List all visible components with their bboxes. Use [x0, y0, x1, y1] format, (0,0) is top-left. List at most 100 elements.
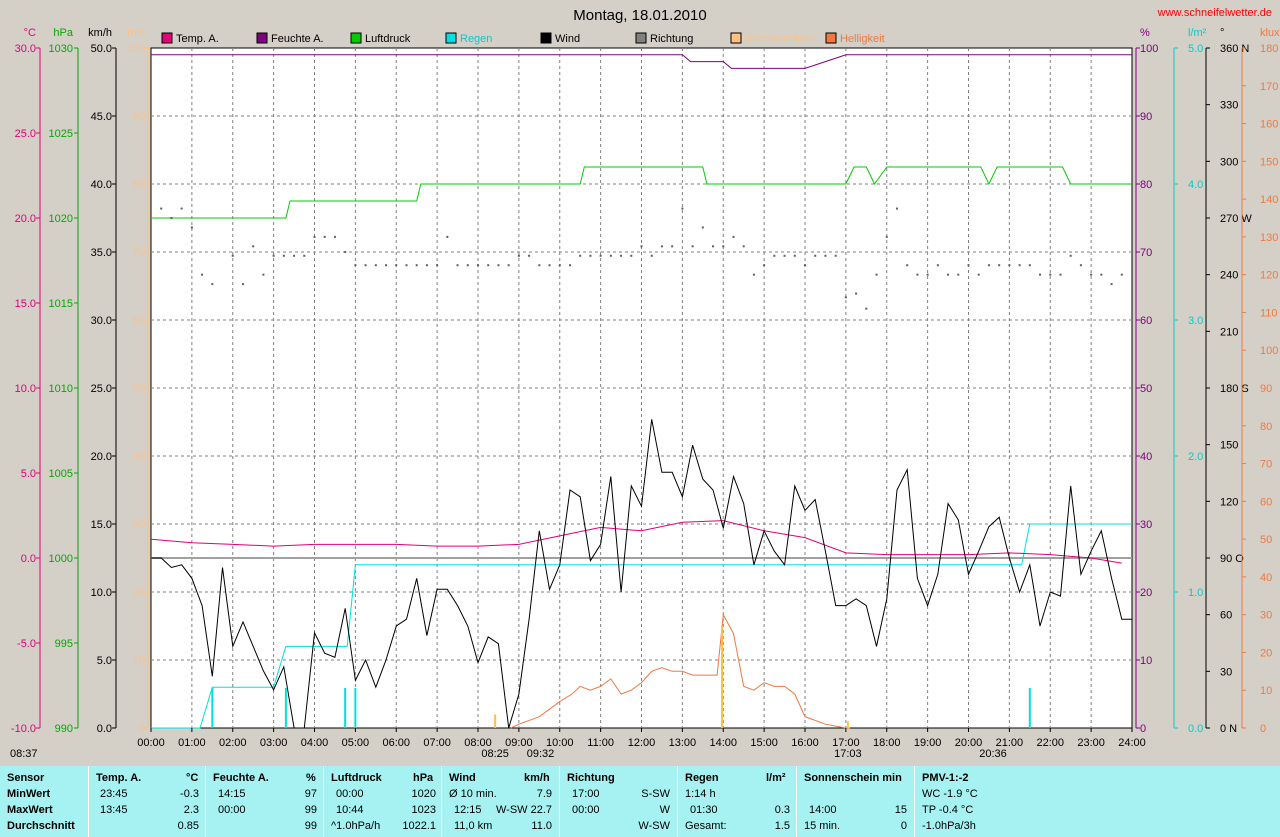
direction-dot [354, 264, 357, 267]
pmv-trend: -1.0hPa/3h [922, 820, 976, 832]
hdr-sun: Sonnenschein min [804, 772, 902, 784]
x-tick-label: 08:00 [464, 737, 492, 749]
axis-tick-label: 360 N [1220, 43, 1249, 55]
col-sep [559, 766, 560, 837]
avg-hum-val: 99 [304, 820, 317, 832]
direction-dot [323, 235, 326, 238]
axis-tick-label: 1005 [49, 468, 73, 480]
axis-tick-label: 50 [1260, 534, 1272, 546]
min-wind-time: Ø 10 min. [449, 788, 497, 800]
axis-tick-label: 130 [1260, 232, 1278, 244]
axis-tick-label: 30.0 [15, 43, 36, 55]
direction-dot [671, 245, 674, 248]
direction-dot [415, 264, 418, 267]
direction-dot [763, 264, 766, 267]
series-helligkeit [510, 613, 850, 729]
direction-dot [630, 254, 633, 257]
direction-dot [170, 217, 173, 219]
direction-dot [793, 254, 796, 257]
axis-tick-label: 80 [133, 179, 145, 191]
axis-tick-label: 30.0 [91, 315, 112, 327]
legend-label: Helligkeit [840, 33, 885, 45]
col-sep [205, 766, 206, 837]
axis-tick-label: 15.0 [91, 519, 112, 531]
axis-tick-label: 180 S [1220, 383, 1249, 395]
axis-tick-label: 30 [1260, 610, 1272, 622]
axes: °C 30.0 25.0 20.0 15.0 10.0 5.0 0.0 -5.0 -10.0 hPa… [11, 27, 1280, 735]
direction-dot [385, 264, 388, 267]
col-sep [914, 766, 915, 837]
axis-tick-label: 210 [1220, 326, 1238, 338]
watermark-url: www.schneifelwetter.de [1157, 7, 1272, 19]
axis-tick-label: 40 [1140, 451, 1152, 463]
direction-dot [1059, 273, 1062, 276]
axis-tick-label: 90 [1260, 383, 1272, 395]
x-tick-label: 21:00 [996, 737, 1024, 749]
direction-dot [783, 254, 786, 257]
direction-dot [712, 245, 715, 248]
axis-tick-label: 1000 [49, 553, 73, 565]
direction-dot [681, 207, 684, 210]
max-sun-time: 14:00 [809, 804, 837, 816]
direction-dot [998, 264, 1001, 267]
direction-dot [834, 254, 837, 257]
axis-tick-label: 60 [133, 315, 145, 327]
axis-tick-label: 20 [1260, 647, 1272, 659]
direction-dot [589, 254, 592, 257]
direction-dot [609, 254, 612, 257]
x-tick-label: 12:00 [628, 737, 656, 749]
direction-dot [507, 264, 510, 267]
axis-tick-label: 1.0 [1188, 587, 1203, 599]
legend-swatch [445, 32, 457, 44]
axis-tick-label: 110 [1260, 307, 1278, 319]
direction-dot [425, 264, 428, 267]
direction-dot [558, 264, 561, 267]
direction-dot [405, 264, 408, 267]
max-hum-time: 00:00 [218, 804, 246, 816]
min-wind-val: 7.9 [536, 788, 552, 800]
axis-unit-label: klux [1260, 27, 1280, 39]
max-hum-val: 99 [304, 804, 317, 816]
max-temp-time: 13:45 [100, 804, 128, 816]
direction-dot [190, 226, 193, 229]
axis-tick-label: 150 [1220, 440, 1238, 452]
axis-tick-label: 1010 [49, 383, 73, 395]
x-tick-label: 13:00 [669, 737, 697, 749]
min-temp-time: 23:45 [100, 788, 128, 800]
direction-dot [936, 264, 939, 267]
axis-unit-label: min [127, 27, 145, 39]
axis-tick-label: 80 [1260, 421, 1272, 433]
hdr-sensor: Sensor [7, 772, 45, 784]
max-press-val: 1023 [411, 804, 436, 816]
direction-dot [538, 264, 541, 267]
direction-dot [599, 254, 602, 257]
sun-time-label: 08:25 [481, 748, 509, 760]
sun-time-label: 20:36 [979, 748, 1007, 760]
hdr-wind: Wind [449, 772, 476, 784]
direction-dot [660, 245, 663, 248]
direction-dot [231, 254, 234, 257]
axis-tick-label: 90 O [1220, 553, 1244, 565]
axis-tick-label: 120 [1260, 270, 1278, 282]
direction-dot [916, 273, 919, 276]
direction-dot [528, 254, 531, 257]
x-tick-label: 22:00 [1036, 737, 1064, 749]
legend-label: Feuchte A. [271, 33, 324, 45]
min-hum-time: 14:15 [218, 788, 246, 800]
axis-tick-label: 25.0 [15, 128, 36, 140]
direction-dot [487, 264, 490, 267]
max-temp-val: 2.3 [183, 804, 199, 816]
sun-time-label: 08:37 [10, 748, 38, 760]
direction-dot [211, 283, 214, 286]
direction-dot [620, 254, 623, 257]
axis-tick-label: 180 [1260, 43, 1278, 55]
axis-tick-label: 1015 [49, 298, 73, 310]
axis-tick-label: 160 [1260, 119, 1278, 131]
col-sep [441, 766, 442, 837]
max-dir-time: 00:00 [572, 804, 600, 816]
axis-tick-label: 15.0 [15, 298, 36, 310]
avg-rain-val: 1.5 [774, 820, 790, 832]
hdr-press: Luftdruck [331, 772, 382, 784]
direction-dot [548, 264, 551, 267]
axis-unit-label: °C [24, 27, 36, 39]
